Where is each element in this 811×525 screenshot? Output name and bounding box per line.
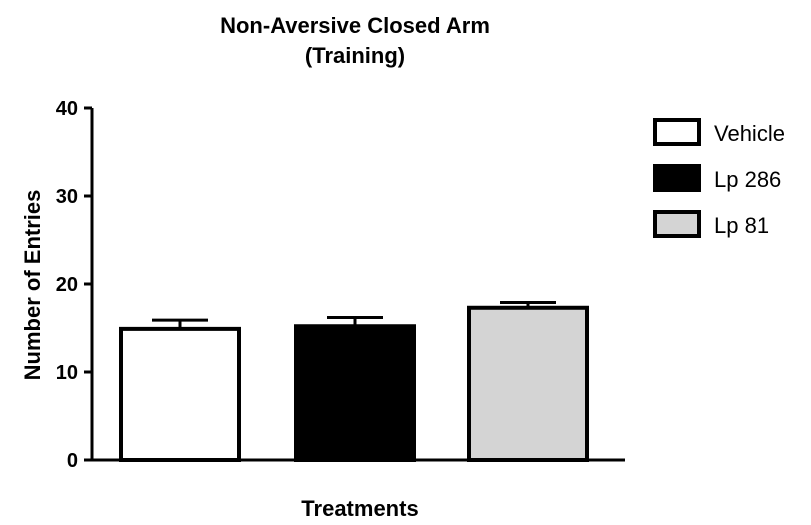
legend-label-lp-286: Lp 286 bbox=[714, 167, 781, 192]
y-tick-label: 10 bbox=[56, 362, 78, 384]
legend-swatch-vehicle bbox=[653, 118, 701, 146]
chart-title-line1: Non-Aversive Closed Arm bbox=[220, 13, 490, 38]
y-tick-label: 40 bbox=[56, 98, 78, 120]
legend-label-vehicle: Vehicle bbox=[714, 121, 785, 146]
y-tick-label: 30 bbox=[56, 186, 78, 208]
legend: Vehicle Lp 286 Lp 81 bbox=[653, 118, 785, 238]
legend-swatch-lp-81 bbox=[653, 210, 701, 238]
x-axis-label: Treatments bbox=[301, 496, 418, 521]
y-axis-label: Number of Entries bbox=[20, 190, 45, 381]
y-tick-label: 0 bbox=[67, 450, 78, 472]
bar-lp-286 bbox=[294, 324, 416, 462]
bar-lp-81 bbox=[467, 305, 589, 463]
legend-swatch-lp-286 bbox=[653, 164, 701, 192]
bar-vehicle bbox=[119, 326, 241, 462]
y-tick-label: 20 bbox=[56, 274, 78, 296]
plot-area: 0 10 20 30 40 bbox=[56, 98, 625, 472]
chart-title-line2: (Training) bbox=[305, 43, 405, 68]
legend-label-lp-81: Lp 81 bbox=[714, 213, 769, 238]
